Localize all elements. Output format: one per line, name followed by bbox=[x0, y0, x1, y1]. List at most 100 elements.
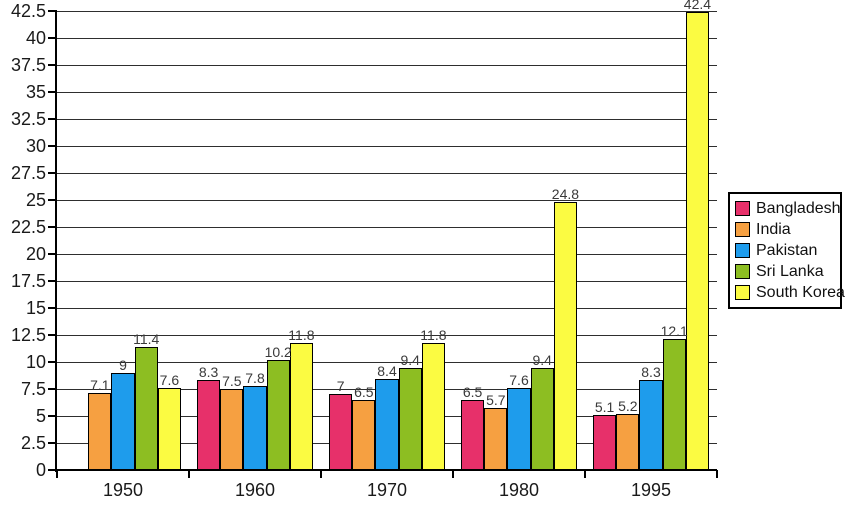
bar-value-label: 5.7 bbox=[486, 392, 506, 409]
bar bbox=[685, 12, 710, 470]
bar-slot: 9.4 bbox=[530, 11, 554, 470]
bar bbox=[375, 379, 399, 470]
x-axis-line bbox=[56, 469, 717, 471]
legend-item: South Korea bbox=[735, 284, 845, 301]
y-tick-mark bbox=[48, 334, 57, 336]
legend-item-label: Bangladesh bbox=[756, 200, 841, 217]
bar-value-label: 7.1 bbox=[90, 377, 110, 394]
bar-group: 6.5 5.7 7.6 9.4 24.8 bbox=[453, 11, 585, 470]
bar-group: 7 6.5 8.4 9.4 11.8 bbox=[321, 11, 453, 470]
bar bbox=[329, 394, 353, 470]
bar bbox=[421, 342, 446, 470]
y-tick-mark bbox=[48, 442, 57, 444]
legend-item: Pakistan bbox=[735, 242, 835, 259]
legend-item-label: India bbox=[756, 221, 791, 238]
x-tick-mark bbox=[452, 470, 454, 478]
bar-value-label: 9.4 bbox=[400, 352, 420, 369]
legend-swatch bbox=[735, 222, 750, 237]
bar-value-label: 5.1 bbox=[594, 398, 615, 415]
y-tick-mark bbox=[48, 388, 57, 390]
bar-value-label: 7.6 bbox=[509, 371, 529, 388]
bar-value-label: 10.2 bbox=[264, 343, 292, 360]
bar-slot: 6.5 bbox=[352, 11, 376, 470]
bar-value-label: 7.8 bbox=[245, 369, 265, 386]
bar-group: 5.1 5.2 8.3 12.1 42.4 bbox=[585, 0, 717, 470]
bar-value-label: 11.8 bbox=[288, 326, 315, 343]
gridline bbox=[57, 362, 717, 363]
bar-value-label: 8.4 bbox=[377, 363, 397, 380]
legend-item: Sri Lanka bbox=[735, 263, 835, 280]
bar-value-label: 11.4 bbox=[133, 330, 160, 347]
legend-swatch bbox=[735, 201, 750, 216]
y-tick-label: 7.5 bbox=[20, 379, 46, 399]
gridline bbox=[57, 308, 717, 309]
bar-slot: 5.2 bbox=[616, 11, 640, 470]
x-category-label: 1960 bbox=[234, 480, 276, 500]
y-tick-label: 10 bbox=[25, 352, 46, 372]
legend-item-label: South Korea bbox=[756, 284, 845, 301]
bar bbox=[266, 359, 290, 470]
y-tick-mark bbox=[48, 172, 57, 174]
y-tick-label: 35 bbox=[25, 82, 46, 102]
bar-slot: 7.6 bbox=[507, 11, 531, 470]
bar-slot: 5.7 bbox=[484, 11, 508, 470]
bar-slot: 9 bbox=[111, 11, 135, 470]
bar-slot: 7.1 bbox=[88, 11, 112, 470]
bar bbox=[461, 399, 485, 470]
bar bbox=[197, 380, 221, 470]
y-tick-mark bbox=[48, 91, 57, 93]
bar bbox=[593, 414, 617, 470]
bar bbox=[88, 393, 112, 470]
legend-item-label: Sri Lanka bbox=[756, 263, 824, 280]
bar-value-label: 24.8 bbox=[551, 186, 580, 203]
bar bbox=[134, 346, 158, 470]
bar-value-label: 8.3 bbox=[641, 364, 661, 381]
bar bbox=[553, 202, 578, 470]
bar-value-label: 12.1 bbox=[660, 323, 688, 340]
bar-slot: 42.4 bbox=[684, 0, 711, 470]
bar bbox=[289, 342, 314, 470]
y-tick-label: 2.5 bbox=[20, 433, 46, 453]
legend-item-label: Pakistan bbox=[756, 242, 818, 259]
y-tick-label: 0 bbox=[35, 460, 46, 480]
bar-value-label: 9 bbox=[119, 356, 127, 373]
bar bbox=[507, 387, 531, 470]
y-tick-label: 32.5 bbox=[10, 109, 46, 129]
bar-slot: 5.1 bbox=[593, 11, 617, 470]
y-tick-mark bbox=[48, 469, 57, 471]
gridline bbox=[57, 65, 717, 66]
bar-slot: 7 bbox=[329, 11, 353, 470]
y-tick-label: 12.5 bbox=[10, 325, 46, 345]
x-tick-mark bbox=[188, 470, 190, 478]
x-category-label: 1950 bbox=[102, 480, 144, 500]
gridline bbox=[57, 254, 717, 255]
bar-value-label: 6.5 bbox=[462, 383, 483, 400]
gridline bbox=[57, 146, 717, 147]
y-tick-label: 22.5 bbox=[10, 217, 46, 237]
y-tick-mark bbox=[48, 253, 57, 255]
bar-value-label: 7.6 bbox=[159, 371, 180, 388]
bar-slot: 7.6 bbox=[157, 11, 182, 470]
y-tick-label: 17.5 bbox=[10, 271, 46, 291]
y-tick-mark bbox=[48, 145, 57, 147]
y-tick-mark bbox=[48, 64, 57, 66]
x-tick-mark bbox=[56, 470, 58, 478]
gridline bbox=[57, 11, 717, 12]
y-tick-mark bbox=[48, 199, 57, 201]
legend-item: India bbox=[735, 221, 835, 238]
y-tick-label: 25 bbox=[25, 190, 46, 210]
bar-value-label: 7.5 bbox=[222, 373, 242, 389]
bar-value-label: 9.4 bbox=[532, 352, 552, 369]
bar-value-label: 42.4 bbox=[683, 0, 712, 13]
bar-group: 7.1 9 11.4 7.6 bbox=[57, 11, 189, 470]
y-tick-mark bbox=[48, 415, 57, 417]
bar-slot: 11.8 bbox=[288, 11, 315, 470]
plot-area: 7.1 9 11.4 7.6 8.3 7.5 7.8 10.2 11.8 7 6.5 8.4 9.4 11… bbox=[57, 0, 717, 470]
bar bbox=[530, 368, 554, 470]
x-tick-mark bbox=[584, 470, 586, 478]
x-category-label: 1995 bbox=[630, 480, 672, 500]
y-tick-label: 42.5 bbox=[10, 0, 46, 21]
y-tick-mark bbox=[48, 280, 57, 282]
bar-slot: 11.4 bbox=[133, 11, 160, 470]
